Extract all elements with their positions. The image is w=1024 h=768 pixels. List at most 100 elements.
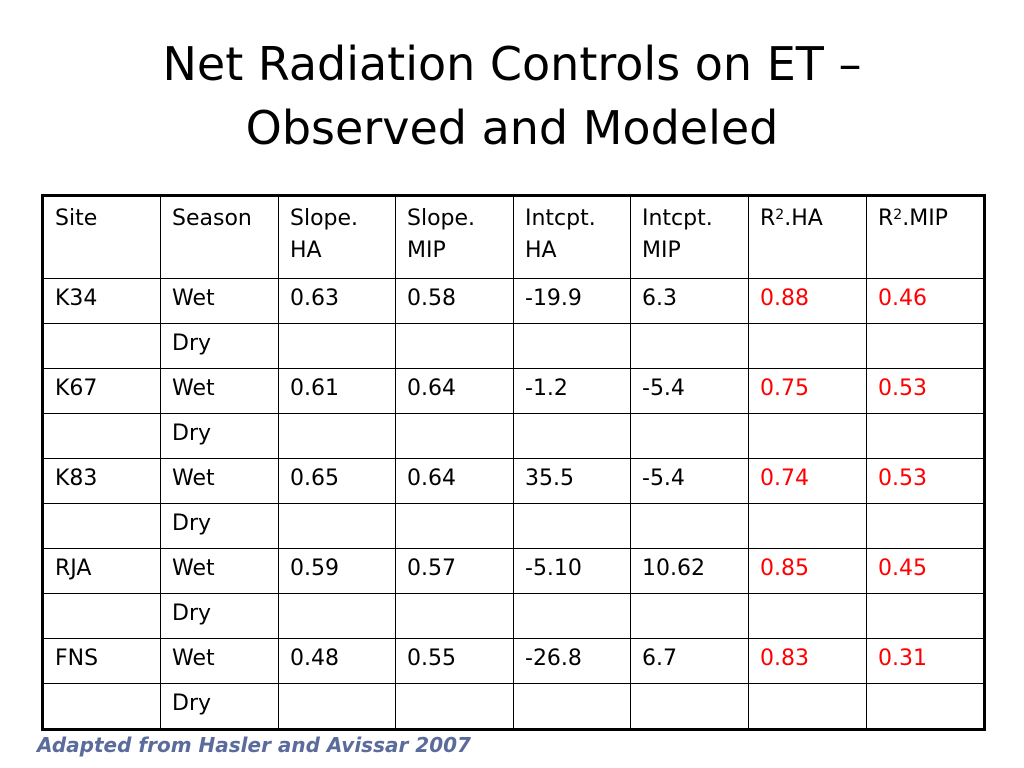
cell-r2-mip xyxy=(866,503,985,549)
cell-season: Wet xyxy=(160,458,279,504)
cell-r2-mip: 0.53 xyxy=(866,368,985,414)
cell-r2-ha: 0.88 xyxy=(748,278,867,324)
cell-slope-mip xyxy=(395,683,514,730)
cell-season: Wet xyxy=(160,368,279,414)
cell-season: Dry xyxy=(160,323,279,369)
header-season: Season xyxy=(160,195,279,279)
cell-season: Dry xyxy=(160,503,279,549)
cell-r2-ha xyxy=(748,323,867,369)
cell-intcpt-mip: 10.62 xyxy=(630,548,749,594)
header-intcpt-mip-line1: Intcpt. xyxy=(642,206,713,231)
cell-slope-ha: 0.61 xyxy=(278,368,396,414)
cell-slope-ha xyxy=(278,323,396,369)
cell-intcpt-ha: -26.8 xyxy=(513,638,631,684)
title-line-1: Net Radiation Controls on ET – xyxy=(162,37,862,91)
cell-site xyxy=(42,503,161,549)
source-caption: Adapted from Hasler and Avissar 2007 xyxy=(37,733,471,757)
cell-intcpt-mip xyxy=(630,683,749,730)
cell-r2-mip: 0.45 xyxy=(866,548,985,594)
table-row: FNS Wet 0.48 0.55 -26.8 6.7 0.83 0.31 xyxy=(42,638,985,684)
table-row: Dry xyxy=(42,323,985,369)
cell-season: Wet xyxy=(160,638,279,684)
cell-slope-ha xyxy=(278,683,396,730)
cell-slope-mip xyxy=(395,323,514,369)
cell-site xyxy=(42,683,161,730)
header-r2-ha-post: .HA xyxy=(784,206,823,231)
table-row: K67 Wet 0.61 0.64 -1.2 -5.4 0.75 0.53 xyxy=(42,368,985,414)
cell-r2-ha xyxy=(748,413,867,459)
cell-slope-mip: 0.64 xyxy=(395,368,514,414)
cell-intcpt-ha: -5.10 xyxy=(513,548,631,594)
cell-intcpt-ha xyxy=(513,323,631,369)
cell-slope-mip xyxy=(395,593,514,639)
header-intcpt-mip: Intcpt. MIP xyxy=(630,195,749,279)
header-season-label: Season xyxy=(172,206,252,231)
cell-intcpt-ha xyxy=(513,683,631,730)
cell-intcpt-ha: 35.5 xyxy=(513,458,631,504)
cell-r2-mip: 0.31 xyxy=(866,638,985,684)
cell-slope-mip xyxy=(395,413,514,459)
cell-slope-mip: 0.58 xyxy=(395,278,514,324)
cell-slope-ha xyxy=(278,413,396,459)
header-intcpt-ha-line1: Intcpt. xyxy=(525,206,596,231)
slide-title: Net Radiation Controls on ET – Observed … xyxy=(0,32,1024,160)
cell-intcpt-ha xyxy=(513,413,631,459)
table-row: RJA Wet 0.59 0.57 -5.10 10.62 0.85 0.45 xyxy=(42,548,985,594)
header-r2-ha-pre: R xyxy=(760,206,776,231)
header-slope-ha-line1: Slope. xyxy=(290,206,359,231)
cell-site xyxy=(42,413,161,459)
cell-slope-mip: 0.55 xyxy=(395,638,514,684)
cell-slope-ha: 0.48 xyxy=(278,638,396,684)
cell-intcpt-mip xyxy=(630,413,749,459)
cell-slope-mip: 0.64 xyxy=(395,458,514,504)
header-r2-ha-sup: 2 xyxy=(775,207,785,223)
cell-intcpt-mip xyxy=(630,503,749,549)
cell-season: Wet xyxy=(160,278,279,324)
cell-r2-mip xyxy=(866,413,985,459)
table-row: Dry xyxy=(42,413,985,459)
header-slope-mip-line2: MIP xyxy=(407,238,446,263)
cell-r2-ha xyxy=(748,593,867,639)
cell-season: Dry xyxy=(160,593,279,639)
cell-intcpt-mip: -5.4 xyxy=(630,368,749,414)
header-r2-mip: R2.MIP xyxy=(866,195,985,279)
cell-slope-ha: 0.65 xyxy=(278,458,396,504)
header-r2-mip-post: .MIP xyxy=(902,206,948,231)
cell-r2-ha: 0.74 xyxy=(748,458,867,504)
cell-r2-mip xyxy=(866,323,985,369)
table-row: Dry xyxy=(42,593,985,639)
cell-season: Wet xyxy=(160,548,279,594)
cell-intcpt-ha: -19.9 xyxy=(513,278,631,324)
cell-slope-mip: 0.57 xyxy=(395,548,514,594)
table-header-row: Site Season Slope. HA Slope. MIP Intcpt. HA… xyxy=(42,195,985,279)
cell-r2-ha xyxy=(748,683,867,730)
cell-site: FNS xyxy=(42,638,161,684)
header-intcpt-ha: Intcpt. HA xyxy=(513,195,631,279)
cell-site xyxy=(42,593,161,639)
header-slope-mip: Slope. MIP xyxy=(395,195,514,279)
header-site: Site xyxy=(42,195,161,279)
cell-intcpt-mip: 6.3 xyxy=(630,278,749,324)
header-slope-ha: Slope. HA xyxy=(278,195,396,279)
cell-intcpt-mip: 6.7 xyxy=(630,638,749,684)
cell-r2-mip xyxy=(866,593,985,639)
table-row: K83 Wet 0.65 0.64 35.5 -5.4 0.74 0.53 xyxy=(42,458,985,504)
cell-intcpt-mip: -5.4 xyxy=(630,458,749,504)
cell-r2-mip: 0.46 xyxy=(866,278,985,324)
header-r2-ha: R2.HA xyxy=(748,195,867,279)
header-r2-mip-pre: R xyxy=(878,206,894,231)
table-row: Dry xyxy=(42,503,985,549)
table-row: K34 Wet 0.63 0.58 -19.9 6.3 0.88 0.46 xyxy=(42,278,985,324)
cell-season: Dry xyxy=(160,413,279,459)
header-site-label: Site xyxy=(55,206,98,231)
cell-intcpt-ha xyxy=(513,593,631,639)
cell-slope-ha: 0.59 xyxy=(278,548,396,594)
cell-intcpt-ha: -1.2 xyxy=(513,368,631,414)
title-line-2: Observed and Modeled xyxy=(245,101,779,155)
table-row: Dry xyxy=(42,683,985,730)
cell-r2-ha: 0.83 xyxy=(748,638,867,684)
cell-site: K83 xyxy=(42,458,161,504)
cell-intcpt-mip xyxy=(630,593,749,639)
header-slope-mip-line1: Slope. xyxy=(407,206,476,231)
